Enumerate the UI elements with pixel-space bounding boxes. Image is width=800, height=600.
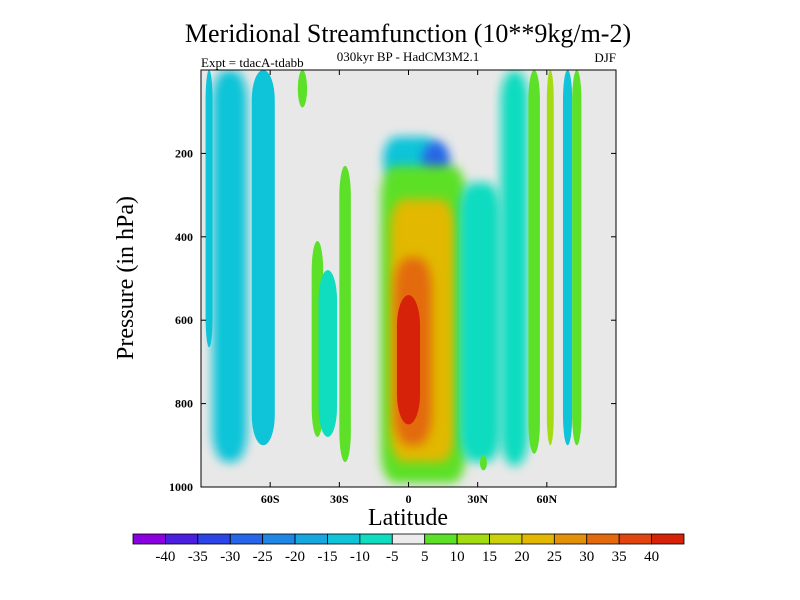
colorbar-label: 5 [421,549,429,565]
y-tick-label: 1000 [169,480,193,494]
colorbar-label: 15 [482,549,497,565]
colorbar-swatch [229,533,264,545]
chart-subtitle-left: Expt = tdacA-tdabb [201,55,304,70]
x-axis-title: Latitude [368,505,448,531]
colorbar-swatch [359,533,393,545]
contour-region-0 [205,70,213,348]
x-tick-label: 60N [536,492,557,506]
colorbar-swatch [165,533,199,545]
y-tick-label: 800 [175,397,193,411]
colorbar-swatch [197,533,231,545]
colorbar-swatch [132,533,166,545]
contour-region-15 [479,455,487,471]
contour-region-1 [212,70,248,462]
colorbar-label: 35 [612,549,627,565]
colorbar-label: 40 [644,549,659,565]
x-tick-label: 30N [467,492,488,506]
contour-region-12 [396,295,421,425]
y-axis-ticks: 200 400 600 800 1000 [169,146,616,494]
x-tick-label: 0 [406,492,412,506]
contour-region-19 [572,70,582,446]
colorbar-label: -35 [188,549,208,565]
contour-region-6 [339,165,351,462]
colorbar-label: -5 [386,549,399,565]
colorbar-label: -40 [155,549,175,565]
colorbar-swatch [521,533,555,545]
colorbar-label: 25 [547,549,562,565]
contour-layer [205,70,582,483]
colorbar-label: 30 [579,549,594,565]
y-axis-title: Pressure (in hPa) [113,196,139,360]
colorbar-swatch [262,533,296,545]
x-axis-ticks: 60S 30S 0 30N 60N [261,70,557,506]
y-tick-label: 200 [175,146,193,160]
colorbar-label: -10 [350,549,370,565]
colorbar-swatch [489,533,523,545]
colorbar-swatch [553,533,588,545]
contour-region-3 [297,70,308,108]
contour-region-16 [528,70,540,454]
colorbar: -40 -35 -30 -25 -20 -15 -10 -5 5 10 15 20 25 30 35 40 [132,533,685,565]
colorbar-swatch [391,533,426,545]
colorbar-swatch [294,533,328,545]
colorbar-label: -30 [220,549,240,565]
colorbar-swatch [327,533,361,545]
colorbar-label: 10 [450,549,465,565]
colorbar-label: -25 [253,549,273,565]
colorbar-label: -15 [317,549,337,565]
colorbar-swatch [618,533,652,545]
chart-subtitle-center: 030kyr BP - HadCM3M2.1 [337,49,480,64]
colorbar-swatch [651,533,685,545]
contour-region-18 [562,70,573,446]
colorbar-label: -20 [285,549,305,565]
contour-region-2 [251,70,275,446]
colorbar-swatch [424,533,458,545]
chart-title: Meridional Streamfunction (10**9kg/m-2) [185,19,631,48]
contour-region-5 [318,270,338,437]
colorbar-swatch [456,533,490,545]
contour-region-14 [500,70,529,467]
colorbar-label: 20 [514,549,529,565]
x-tick-label: 60S [261,492,280,506]
colorbar-swatch [586,533,620,545]
contour-region-13 [459,182,501,462]
contour-region-17 [546,70,554,446]
y-tick-label: 600 [175,313,193,327]
y-tick-label: 400 [175,230,193,244]
x-tick-label: 30S [330,492,349,506]
chart-subtitle-right: DJF [594,50,616,65]
